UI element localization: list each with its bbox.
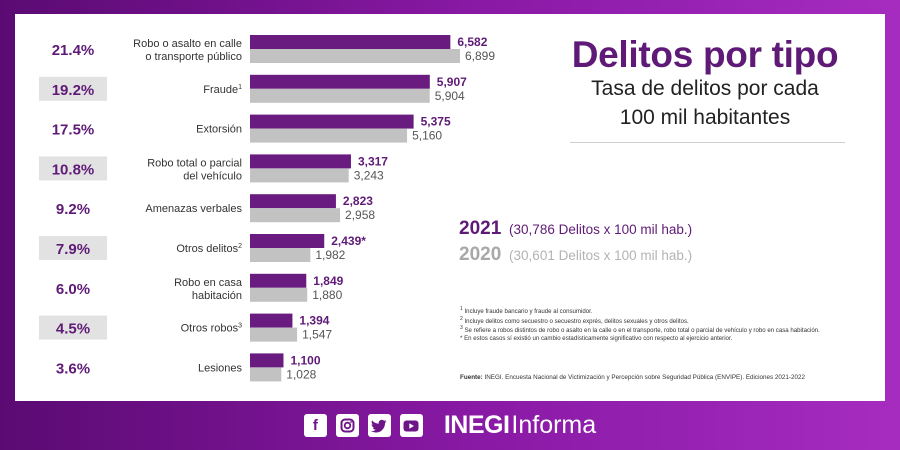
legend-2020-total: (30,601 Delitos x 100 mil hab.) [509,248,693,263]
chart-subtitle: Tasa de delitos por cada 100 mil habitan… [555,74,855,132]
percent-label-7: 4.5% [56,321,90,338]
bar-2021-1 [250,74,430,89]
infographic-card: 21.4% 6,582 6,899 Robo o asalto en calle o t… [15,14,885,401]
bar-2020-0 [250,49,460,63]
subtitle-line-1: Tasa de delitos por cada [591,77,819,100]
footnote-4: * En estos casos sí existió un cambio es… [460,334,733,342]
brand-regular: Informa [511,411,597,439]
brand-bold: INEGI [443,411,510,439]
bar-2021-2 [250,114,414,129]
value-2021-5: 2,439* [331,234,366,248]
bar-2021-4 [250,194,336,209]
percent-label-4: 9.2% [56,201,90,218]
bar-2020-5 [250,248,311,262]
bar-2021-5 [250,234,325,248]
value-2020-0: 6,899 [465,49,495,63]
inegi-informa-logo: INEGIInforma [444,411,596,440]
percent-box-1 [39,76,107,101]
percent-box-7 [39,315,107,340]
footnote-mark-1: 1 [238,84,242,91]
instagram-icon[interactable] [335,414,359,437]
bar-2020-7 [250,327,298,342]
category-label-1: Fraude1 [203,84,242,96]
percent-label-3: 10.8% [52,161,95,178]
bar-2020-2 [250,128,408,143]
source-text: INEGI. Encuesta Nacional de Victimizació… [484,374,806,381]
category-label-2: Extorsión [196,124,242,136]
value-2020-8: 1,028 [286,367,316,381]
value-2021-2: 5,375 [421,115,451,129]
bar-2021-6 [250,273,307,288]
value-2021-7: 1,394 [299,314,329,328]
value-2021-4: 2,823 [343,194,373,208]
footnote-2: 2 Incluye delitos como secuestro o secue… [460,315,689,325]
legend-2020-year: 2020 [459,244,502,265]
category-label-0-line2: o transporte público [145,51,242,63]
footnote-1-text: Incluye fraude bancario y fraude al cons… [464,308,593,316]
footnote-2-text: Incluye delitos como secuestro o secuest… [464,317,689,325]
chart-title: Delitos por tipo [571,34,839,75]
category-label-5: Otros delitos2 [176,243,242,255]
bar-2021-7 [250,313,293,328]
footnote-4-text: En estos casos sí existió un cambio esta… [464,334,733,342]
percent-box-3 [39,156,107,181]
category-label-3-line2: del vehículo [183,170,242,182]
percent-label-2: 17.5% [52,122,95,139]
bar-2021-3 [250,154,351,169]
footnote-mark-5: 2 [238,243,242,250]
category-label-3: Robo total o parcial [147,157,242,169]
value-2021-3: 3,317 [358,154,388,168]
value-2020-7: 1,547 [302,328,332,342]
facebook-icon[interactable]: f [303,414,327,437]
category-label-7: Otros robos3 [181,323,242,335]
value-2020-3: 3,243 [354,168,384,182]
footnote-mark-7: 3 [238,323,242,330]
youtube-icon[interactable] [399,414,423,437]
subtitle-line-2: 100 mil habitantes [619,106,791,129]
value-2020-2: 5,160 [412,129,442,143]
bar-2021-0 [250,35,451,49]
footer-bar: f INEGIInforma [0,401,900,450]
bar-2021-8 [250,353,284,368]
percent-label-5: 7.9% [56,241,90,258]
footnotes: 1 Incluye fraude bancario y fraude al co… [460,306,860,342]
twitter-icon[interactable] [367,414,391,437]
bar-2020-8 [250,367,282,382]
legend-2021: 2021 (30,786 Delitos x 100 mil hab.) [459,218,692,240]
category-label-0: Robo o asalto en calle [133,38,242,50]
percent-label-8: 3.6% [56,360,90,377]
footnote-3-text: Se refiere a robos distintos de robo o a… [464,327,820,335]
title-divider [570,142,845,143]
bar-2020-1 [250,88,430,103]
source-note: Fuente: INEGI. Encuesta Nacional de Vict… [460,374,880,381]
percent-label-6: 6.0% [56,281,90,298]
category-label-6: Robo en casa [174,277,243,289]
value-2021-8: 1,100 [290,353,320,367]
category-label-8: Lesiones [198,362,243,374]
footnote-3: 3 Se refiere a robos distintos de robo o… [460,325,820,335]
legend-2020: 2020 (30,601 Delitos x 100 mil hab.) [459,244,692,266]
bar-2020-6 [250,287,308,302]
value-2021-6: 1,849 [313,274,343,288]
bar-2020-4 [250,208,341,223]
value-2021-0: 6,582 [457,35,487,49]
percent-box-5 [39,236,107,260]
value-2020-6: 1,880 [312,288,342,302]
percent-label-1: 19.2% [52,82,95,99]
value-2020-1: 5,904 [435,89,465,103]
footnote-1: 1 Incluye fraude bancario y fraude al co… [460,306,593,316]
source-label: Fuente: [460,374,483,381]
category-label-6-line2: habitación [192,290,242,302]
value-2021-1: 5,907 [437,75,467,89]
value-2020-5: 1,982 [315,248,345,262]
bar-2020-3 [250,168,349,183]
category-label-4: Amenazas verbales [145,203,242,215]
legend-2021-year: 2021 [459,218,502,239]
percent-label-0: 21.4% [52,42,95,59]
legend-2021-total: (30,786 Delitos x 100 mil hab.) [509,222,693,237]
value-2020-4: 2,958 [345,208,375,222]
